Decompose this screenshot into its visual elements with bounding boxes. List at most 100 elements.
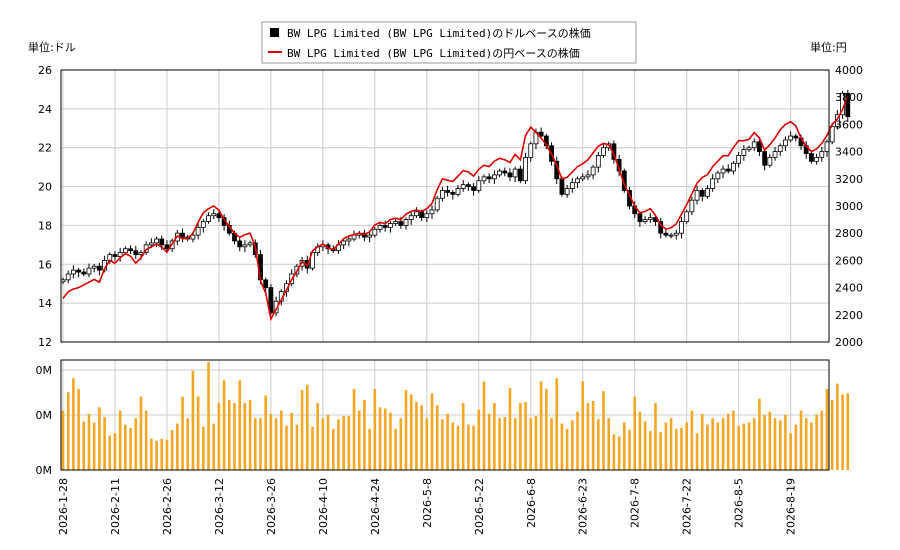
volume-bar — [638, 411, 642, 470]
x-tick-label: 2026-2-26 — [161, 478, 174, 535]
candle-body — [601, 147, 606, 156]
candle-body — [159, 238, 165, 246]
candle-body — [751, 141, 757, 149]
x-tick-label: 2026-5-22 — [473, 478, 486, 535]
candle-body — [673, 232, 679, 236]
volume-bar — [144, 410, 148, 470]
candle-body — [117, 252, 123, 257]
volume-bar — [597, 419, 600, 470]
candle-body — [76, 269, 81, 273]
volume-bar — [170, 430, 174, 470]
candle-body — [845, 92, 851, 118]
volume-bar — [555, 378, 559, 470]
volume-bar — [274, 418, 278, 470]
candle-body — [491, 174, 497, 180]
candle-body — [247, 242, 253, 246]
volume-bar — [732, 410, 735, 470]
candle-body — [689, 199, 695, 213]
candle-body — [393, 221, 399, 224]
volume-bar — [482, 381, 486, 470]
volume-bar — [342, 416, 345, 470]
x-tick-label: 2026-7-22 — [681, 478, 694, 535]
volume-bar — [508, 387, 512, 470]
volume-bar — [435, 405, 439, 470]
candle-body — [216, 213, 222, 219]
legend: BW LPG Limited (BW LPG Limited)のドルベースの株価… — [261, 21, 637, 64]
candle-body — [694, 190, 700, 201]
candle-body — [772, 151, 778, 158]
candle-body — [455, 188, 461, 195]
volume-bar — [409, 394, 413, 470]
volume-bar — [368, 428, 371, 470]
volume-bar — [778, 420, 782, 470]
volume-bar — [519, 403, 522, 470]
volume-bar — [300, 390, 304, 470]
volume-bar — [461, 403, 465, 470]
candle-body — [512, 168, 518, 178]
volume-bar — [493, 403, 496, 470]
candle-body — [663, 232, 669, 236]
candle-body — [367, 234, 373, 238]
volume-bar — [134, 418, 138, 470]
volume-bar — [196, 396, 200, 470]
volume-bar — [648, 431, 652, 470]
volume-bar — [576, 411, 579, 470]
candle-body — [497, 170, 502, 176]
axis-labels: 12 14 16 18 20 22 24 26 2000 2200 2400 2600 2800 3000… — [36, 64, 864, 535]
volume-bar — [742, 423, 746, 470]
volume-bar — [129, 427, 132, 470]
volume-bar — [311, 426, 314, 470]
candle-body — [580, 176, 586, 180]
candle-body — [788, 135, 794, 141]
volume-bar — [472, 425, 475, 470]
candle-body — [731, 162, 736, 172]
candle-body — [96, 265, 102, 271]
candle-body — [382, 225, 388, 228]
volume-bar — [279, 410, 283, 470]
volume-bar — [352, 389, 356, 470]
candle-body — [777, 145, 783, 152]
volume-bar — [243, 403, 247, 470]
candle-body — [523, 157, 528, 182]
candle-body — [440, 190, 445, 199]
volume-bar — [529, 418, 533, 470]
candle-body — [403, 219, 409, 226]
volume-bar — [160, 438, 164, 470]
volume-bar — [539, 381, 543, 470]
volume-bar — [586, 403, 590, 470]
candle-body — [164, 244, 170, 250]
candle-body — [465, 184, 471, 187]
volume-bar — [264, 395, 267, 470]
volume-bar — [560, 423, 564, 470]
volume-bar — [82, 421, 86, 470]
candle-body — [200, 221, 206, 228]
volume-bar — [836, 383, 839, 470]
x-tick-label: 2026-7-8 — [629, 478, 642, 528]
left-tick-label: 22 — [38, 142, 52, 155]
volume-bar — [290, 412, 293, 470]
candle-body — [450, 191, 456, 195]
candle-body — [741, 149, 747, 156]
candle-body — [575, 178, 580, 184]
volume-bar — [404, 390, 408, 470]
volume-bar — [72, 378, 75, 470]
volume-bar — [113, 433, 117, 470]
candle-body — [517, 168, 523, 182]
candle-body — [372, 228, 378, 236]
volume-bar — [124, 424, 127, 470]
volume-bar — [794, 424, 798, 470]
candle-body — [377, 225, 383, 230]
volume-bar — [607, 418, 611, 470]
volume-bar — [155, 440, 158, 470]
volume-bar — [623, 422, 626, 470]
volume-tick-label: 0M — [36, 364, 53, 377]
volume-bar — [425, 418, 429, 470]
candle-body — [720, 168, 726, 174]
volume-bar — [61, 410, 65, 470]
volume-bar — [545, 389, 548, 470]
volume-bar — [830, 399, 834, 470]
candle-body — [481, 176, 487, 182]
volume-bar — [711, 418, 714, 470]
volume-bar — [628, 430, 631, 470]
